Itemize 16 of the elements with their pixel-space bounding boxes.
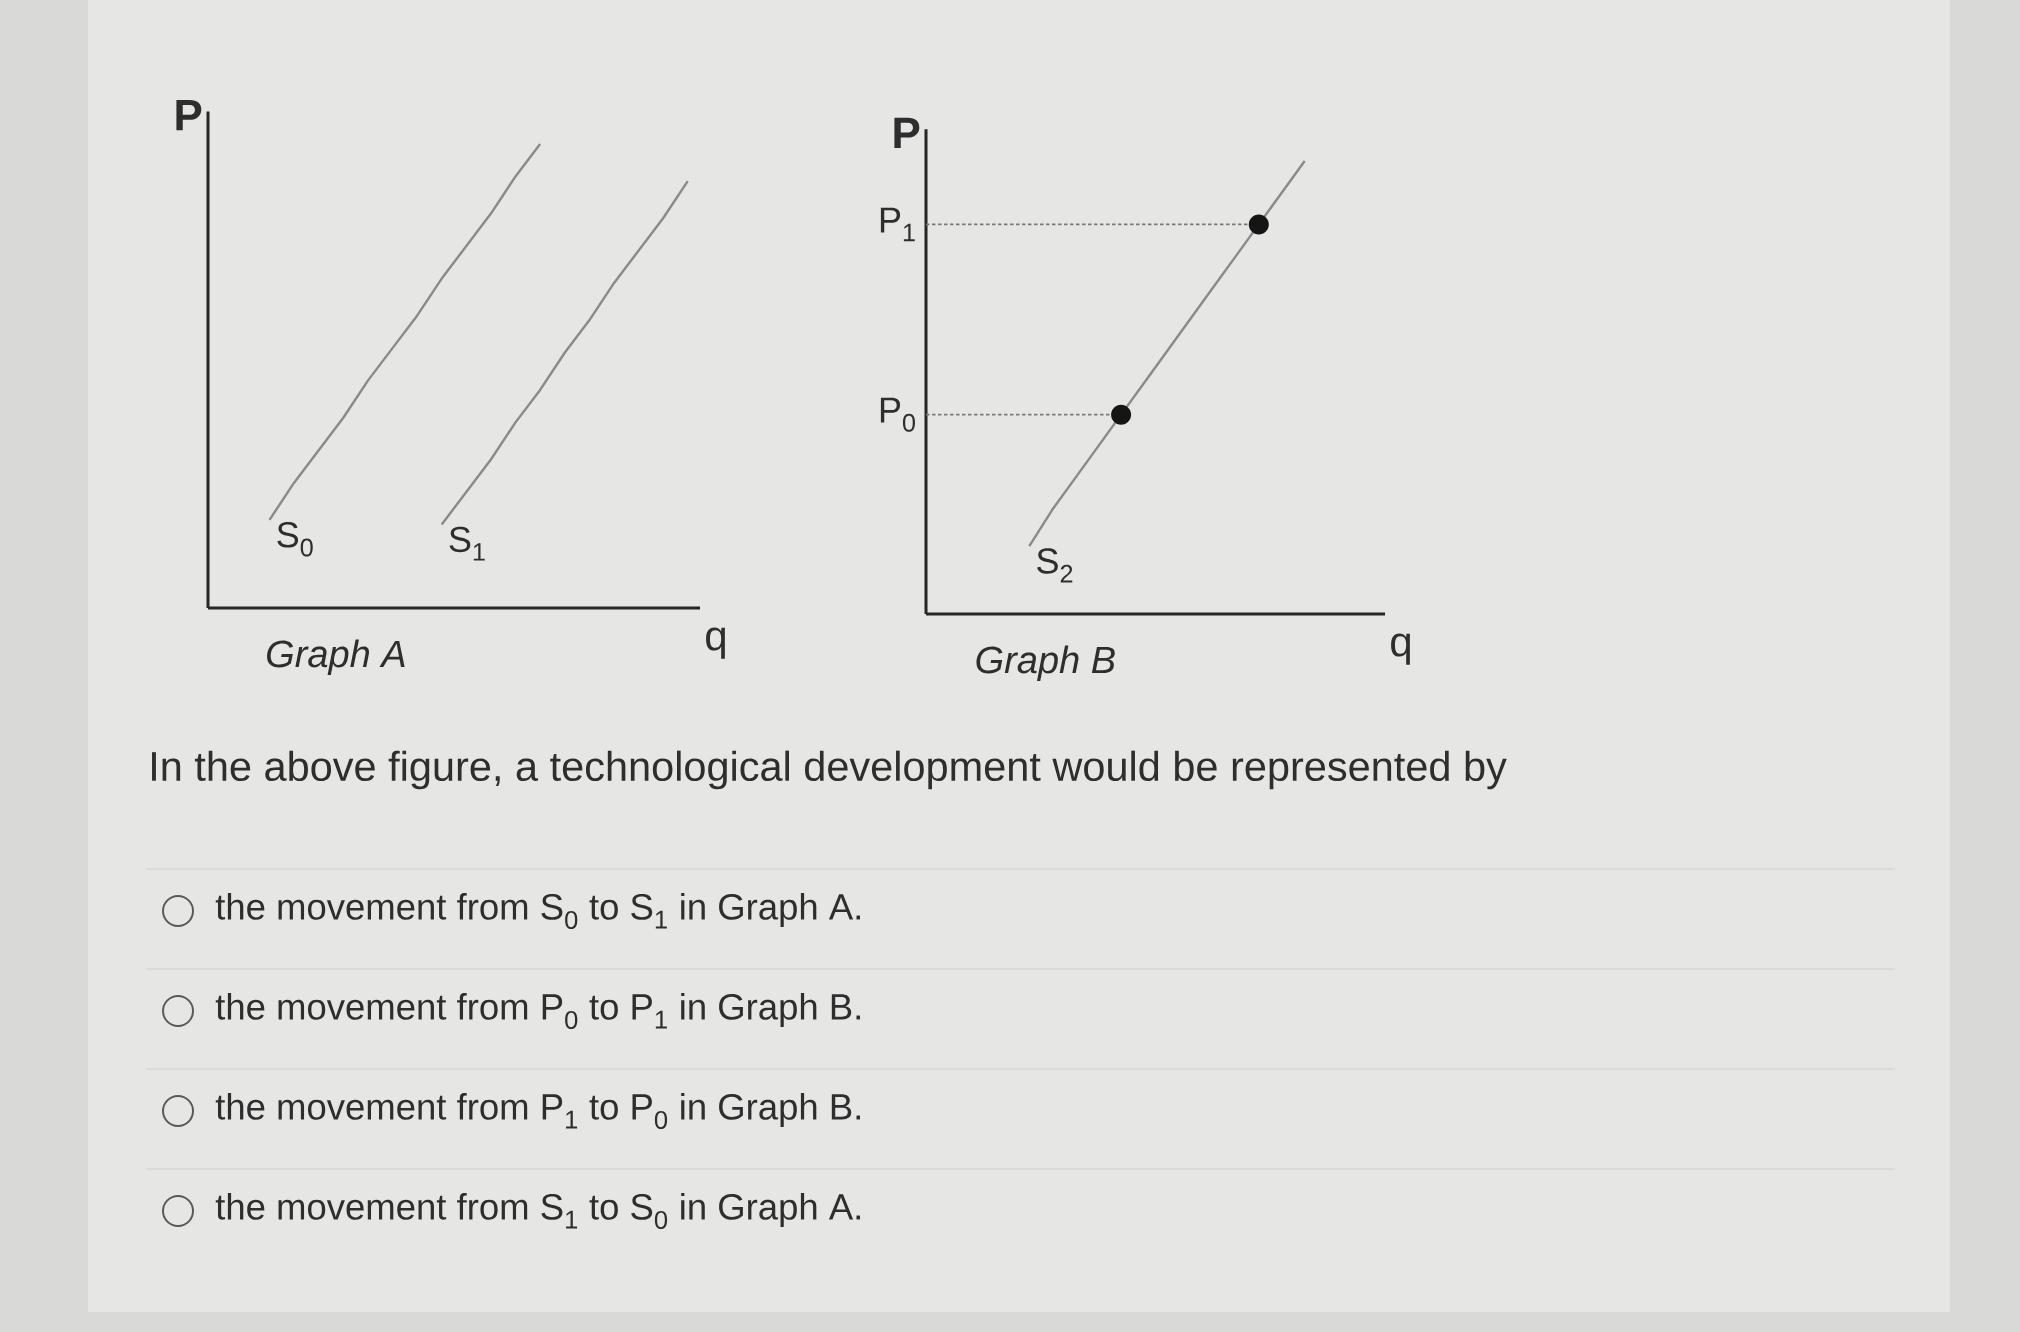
series-label: S$_{1}$ — [449, 526, 485, 561]
text: the movement from P$_{1}$ to P$_{0}$ in Graph B. — [215, 1093, 860, 1129]
x-axis-title: q — [706, 627, 725, 659]
text: the movement from S$_{0}$ to S$_{1}$ in Graph A. — [215, 893, 860, 929]
series-label: S$_{0}$ — [277, 522, 313, 557]
ref-line-label: P$_{1}$ — [880, 207, 915, 242]
text: Graph B — [976, 645, 1115, 681]
y-axis-title: P — [176, 100, 202, 131]
ref-line-label: P$_{0}$ — [880, 397, 915, 432]
text: Graph A — [267, 639, 405, 675]
text: the movement from P$_{0}$ to P$_{1}$ in Graph B. — [215, 993, 860, 1029]
y-axis-title: P — [894, 117, 920, 149]
text: In the above figure, a technological development would be represented by — [152, 750, 1507, 790]
text: the movement from S$_{1}$ to S$_{0}$ in Graph A. — [215, 1193, 860, 1229]
series-label: S$_{2}$ — [1037, 548, 1073, 583]
x-axis-title: q — [1391, 633, 1411, 665]
